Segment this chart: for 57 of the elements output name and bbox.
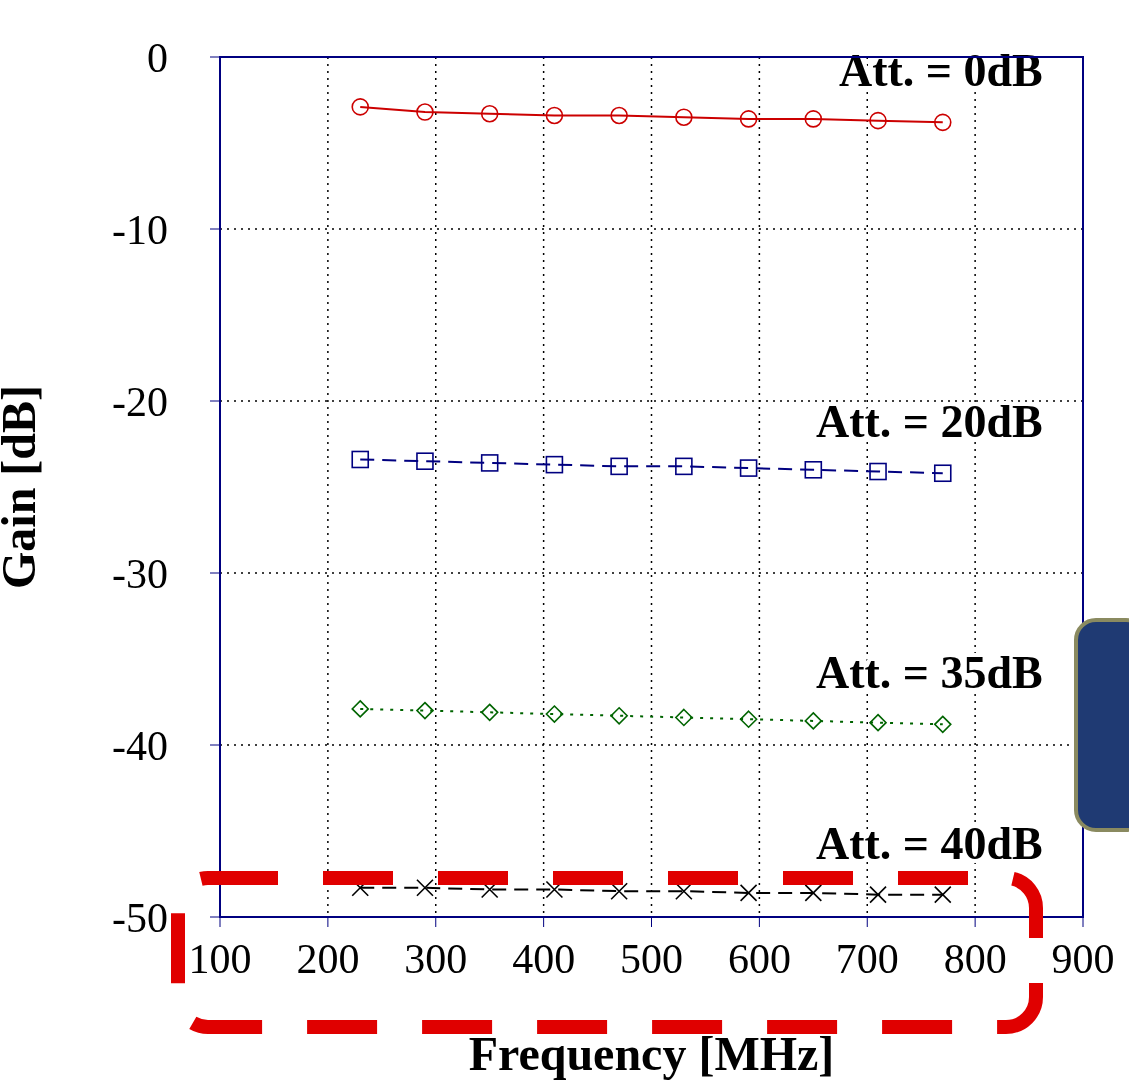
x-tick-label: 700 — [835, 935, 899, 982]
y-tick-label: -30 — [112, 550, 168, 597]
y-axis-title: Gain [dB] — [0, 384, 46, 590]
point — [869, 885, 887, 904]
point — [804, 461, 823, 479]
x-tick-label: 600 — [727, 935, 791, 982]
point — [739, 110, 758, 128]
point — [545, 455, 564, 474]
point — [869, 713, 887, 732]
point — [480, 454, 499, 472]
y-tick-label: -10 — [112, 206, 168, 253]
point — [869, 111, 887, 130]
point — [610, 882, 628, 900]
y-tick-label: -40 — [112, 722, 168, 769]
point — [610, 106, 628, 125]
point — [675, 457, 693, 476]
point — [869, 462, 887, 481]
series-label: Att. = 35dB — [815, 647, 1043, 699]
point — [804, 884, 823, 902]
point — [933, 464, 952, 483]
point — [351, 450, 370, 469]
x-tick-label: 400 — [512, 935, 576, 982]
point — [804, 712, 823, 730]
point — [416, 452, 434, 470]
point — [739, 459, 758, 477]
x-tick-label: 500 — [620, 935, 683, 982]
point — [351, 700, 370, 718]
point — [545, 880, 564, 899]
point — [933, 113, 952, 132]
point — [351, 98, 370, 116]
point — [480, 104, 499, 123]
x-tick-label: 300 — [404, 935, 468, 982]
point — [416, 878, 434, 897]
y-tick-label: -50 — [112, 894, 168, 941]
point — [610, 457, 628, 476]
point — [545, 106, 564, 125]
point — [416, 103, 434, 121]
point — [480, 703, 499, 722]
x-tick-label: 900 — [1051, 935, 1115, 982]
point — [739, 710, 758, 728]
x-tick-label: 200 — [296, 935, 360, 982]
point — [675, 708, 693, 727]
point — [933, 715, 952, 734]
point — [545, 705, 564, 723]
point — [804, 110, 823, 128]
series-label: Att. = 20dB — [815, 396, 1043, 448]
x-axis-title: Frequency [MHz] — [468, 1027, 835, 1080]
point — [739, 884, 758, 902]
x-tick-label: 800 — [943, 935, 1007, 982]
point — [933, 885, 952, 904]
point — [416, 701, 434, 720]
x-tick-label: 100 — [188, 935, 252, 982]
point — [610, 706, 628, 725]
y-tick-label: 0 — [147, 34, 168, 81]
point — [675, 108, 693, 126]
series-label: Att. = 40dB — [815, 817, 1043, 869]
y-tick-label: -20 — [112, 378, 168, 425]
